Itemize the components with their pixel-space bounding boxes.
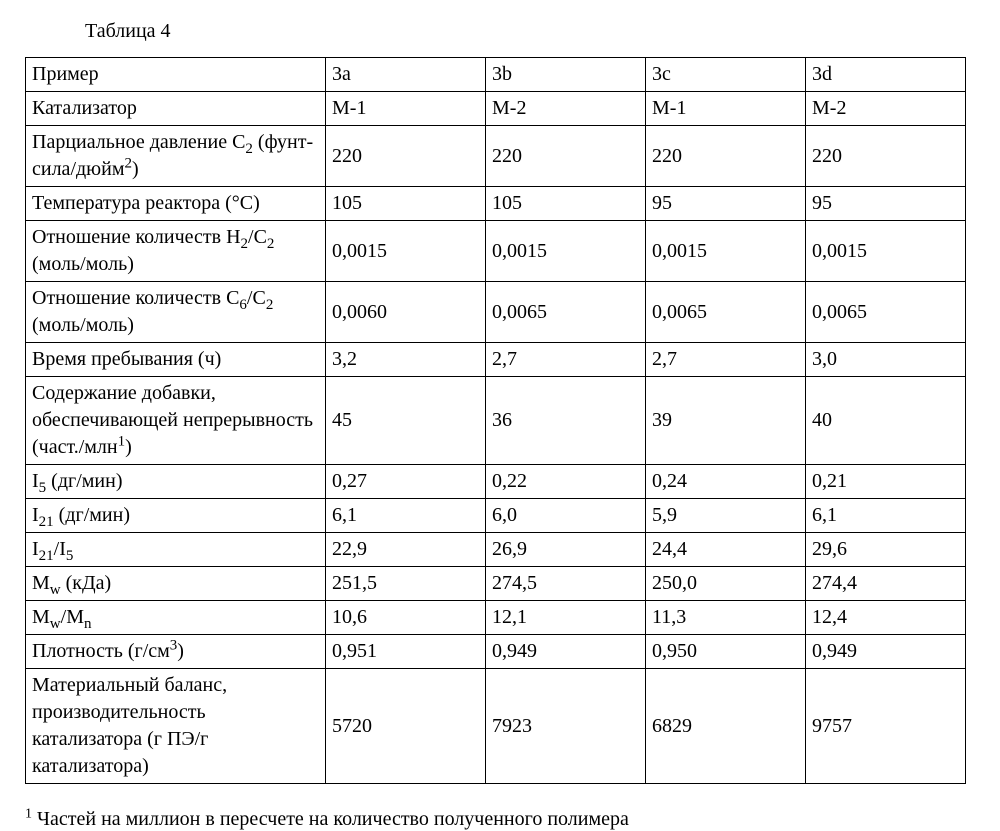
row-label: I5 (дг/мин) [26,465,326,499]
row-label: Катализатор [26,92,326,126]
row-label: Плотность (г/см3) [26,635,326,669]
table-row: Плотность (г/см3)0,9510,9490,9500,949 [26,635,966,669]
row-label: I21/I5 [26,533,326,567]
cell: 0,0065 [646,282,806,343]
cell: 2,7 [486,343,646,377]
cell: 45 [326,377,486,465]
cell: 5720 [326,669,486,784]
cell: 6,0 [486,499,646,533]
cell: 0,951 [326,635,486,669]
cell: 6,1 [326,499,486,533]
cell: 0,24 [646,465,806,499]
cell: 220 [486,126,646,187]
cell: 29,6 [806,533,966,567]
row-label: Материальный баланс, производительность … [26,669,326,784]
table-row: I21/I522,926,924,429,6 [26,533,966,567]
cell: 2,7 [646,343,806,377]
cell: 26,9 [486,533,646,567]
cell: 0,949 [806,635,966,669]
table-row: Содержание добавки, обеспечивающей непре… [26,377,966,465]
cell: 0,21 [806,465,966,499]
cell: 6,1 [806,499,966,533]
row-label: Пример [26,58,326,92]
table-row: Время пребывания (ч)3,22,72,73,0 [26,343,966,377]
cell: 39 [646,377,806,465]
cell: 40 [806,377,966,465]
data-table: Пример3a3b3c3dКатализаторМ-1М-2М-1М-2Пар… [25,57,966,784]
cell: 0,0060 [326,282,486,343]
cell: 0,0015 [646,221,806,282]
table-row: I5 (дг/мин)0,270,220,240,21 [26,465,966,499]
cell: 251,5 [326,567,486,601]
cell: 95 [806,187,966,221]
cell: 10,6 [326,601,486,635]
cell: 105 [486,187,646,221]
cell: 274,4 [806,567,966,601]
cell: 24,4 [646,533,806,567]
row-label: Mw/Mn [26,601,326,635]
table-row: Температура реактора (°С)1051059595 [26,187,966,221]
cell: М-1 [646,92,806,126]
table-row: Пример3a3b3c3d [26,58,966,92]
row-label: Парциальное давление С2 (фунт-сила/дюйм2… [26,126,326,187]
table-row: Mw (кДа)251,5274,5250,0274,4 [26,567,966,601]
cell: 0,22 [486,465,646,499]
cell: 3,0 [806,343,966,377]
row-label: Температура реактора (°С) [26,187,326,221]
row-label: Отношение количеств С6/С2 (моль/моль) [26,282,326,343]
cell: 3b [486,58,646,92]
cell: 95 [646,187,806,221]
table-row: Отношение количеств Н2/С2 (моль/моль)0,0… [26,221,966,282]
cell: М-2 [486,92,646,126]
cell: 250,0 [646,567,806,601]
cell: 220 [646,126,806,187]
cell: 12,4 [806,601,966,635]
row-label: Время пребывания (ч) [26,343,326,377]
cell: 105 [326,187,486,221]
table-row: Материальный баланс, производительность … [26,669,966,784]
cell: М-1 [326,92,486,126]
cell: 3,2 [326,343,486,377]
row-label: Отношение количеств Н2/С2 (моль/моль) [26,221,326,282]
cell: 0,950 [646,635,806,669]
table-row: Парциальное давление С2 (фунт-сила/дюйм2… [26,126,966,187]
cell: 0,0015 [806,221,966,282]
cell: М-2 [806,92,966,126]
table-row: Mw/Mn10,612,111,312,4 [26,601,966,635]
table-row: КатализаторМ-1М-2М-1М-2 [26,92,966,126]
cell: 0,0065 [806,282,966,343]
cell: 3d [806,58,966,92]
cell: 5,9 [646,499,806,533]
cell: 22,9 [326,533,486,567]
table-caption: Таблица 4 [85,20,975,43]
cell: 9757 [806,669,966,784]
row-label: Содержание добавки, обеспечивающей непре… [26,377,326,465]
cell: 3c [646,58,806,92]
cell: 0,27 [326,465,486,499]
table-footnote: 1 Частей на миллион в пересчете на колич… [25,808,975,831]
cell: 11,3 [646,601,806,635]
cell: 0,0065 [486,282,646,343]
cell: 220 [326,126,486,187]
cell: 36 [486,377,646,465]
table-row: I21 (дг/мин)6,16,05,96,1 [26,499,966,533]
cell: 0,0015 [486,221,646,282]
table-row: Отношение количеств С6/С2 (моль/моль)0,0… [26,282,966,343]
row-label: Mw (кДа) [26,567,326,601]
cell: 0,949 [486,635,646,669]
cell: 0,0015 [326,221,486,282]
cell: 274,5 [486,567,646,601]
cell: 7923 [486,669,646,784]
cell: 220 [806,126,966,187]
row-label: I21 (дг/мин) [26,499,326,533]
cell: 12,1 [486,601,646,635]
table-body: Пример3a3b3c3dКатализаторМ-1М-2М-1М-2Пар… [26,58,966,784]
cell: 6829 [646,669,806,784]
cell: 3a [326,58,486,92]
